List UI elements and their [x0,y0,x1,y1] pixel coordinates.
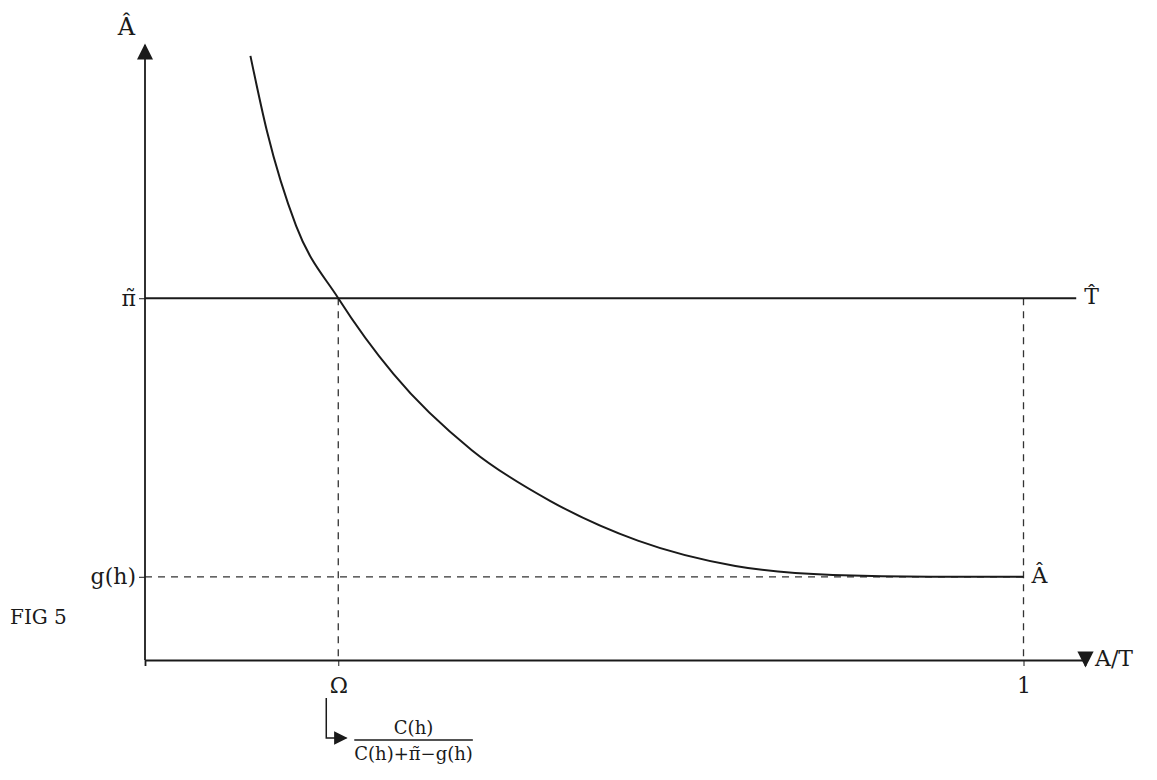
series-label: Â [1031,562,1049,588]
x-axis-title: A/T [1094,646,1133,671]
y-tick: π̃ [122,286,145,311]
y-tick-mark [139,577,145,578]
guides [145,298,1024,660]
series-label: T̂ [1084,284,1099,309]
y-axis-title: Â [117,12,136,41]
annotation-arrow [326,698,346,738]
chart: Ω1g(h)π̃ÂT̂ÂA/TFIG 5C(h)+π̃−g(h)C(h) [0,0,1157,780]
y-tick-mark [139,298,145,299]
x-tick-label: Ω [330,673,348,698]
x-axis: Ω1 [146,660,1086,698]
series-labels: Â T̂ [1031,284,1100,588]
fraction-bar [354,739,473,740]
x-tick: 1 [1017,660,1031,698]
y-tick: g(h) [91,564,145,589]
guide-line [338,298,339,660]
y-axis-line [144,45,146,660]
x-tick-label: 1 [1017,673,1031,698]
series-line [250,56,1023,577]
x-tick-mark [338,660,339,666]
x-axis-line [146,661,1086,667]
plot-area [145,56,1076,577]
x-tick: Ω [330,660,348,698]
annotation-denominator: C(h)+π̃−g(h) [354,743,473,764]
guide-line [1023,298,1024,660]
y-tick-label: g(h) [91,564,136,589]
y-tick-label: π̃ [122,286,136,311]
annotation: C(h)+π̃−g(h) C(h) [326,698,473,764]
y-axis: g(h) π̃ [91,45,145,660]
figure-label: FIG 5 [10,605,67,629]
annotation-numerator: C(h) [394,717,433,738]
series-line [145,297,1076,299]
x-tick-mark [1024,660,1025,666]
